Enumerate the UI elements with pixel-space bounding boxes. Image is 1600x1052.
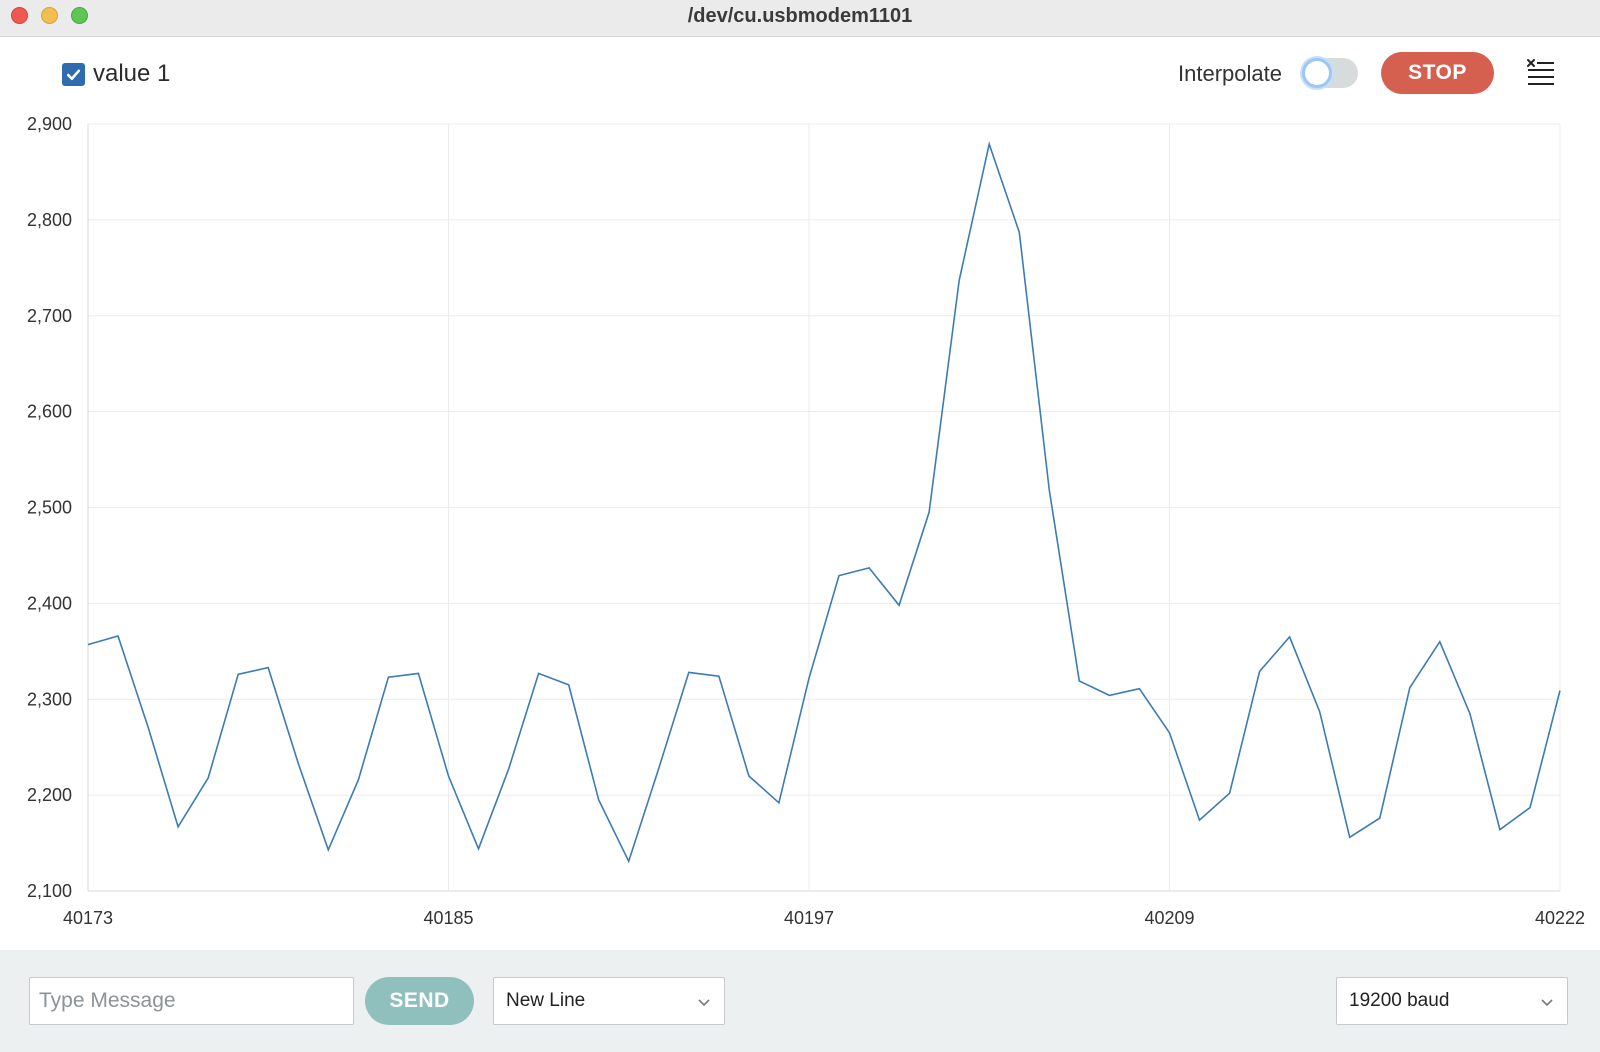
baud-rate-value: 19200 baud <box>1349 990 1450 1011</box>
chevron-down-icon <box>1541 999 1553 1007</box>
interpolate-label: Interpolate <box>1178 61 1282 86</box>
toggle-knob <box>1302 58 1332 88</box>
y-tick-label: 2,900 <box>27 114 72 134</box>
x-tick-label: 40222 <box>1535 908 1585 928</box>
send-button[interactable]: SEND <box>365 977 474 1025</box>
baud-rate-select[interactable]: 19200 baud <box>1336 977 1568 1025</box>
minimize-window-button[interactable] <box>41 7 58 24</box>
y-tick-label: 2,300 <box>27 689 72 709</box>
series-line-value-1 <box>87 141 1561 864</box>
y-tick-label: 2,400 <box>27 593 72 613</box>
y-tick-label: 2,700 <box>27 306 72 326</box>
clear-list-icon[interactable] <box>1526 58 1556 88</box>
y-tick-label: 2,100 <box>27 881 72 901</box>
series-layer <box>87 141 1561 864</box>
line-chart: 2,900 2,800 2,700 2,600 2,500 2,400 2,300 2,200… <box>27 114 1585 928</box>
y-tick-label: 2,500 <box>27 498 72 518</box>
x-axis-ticks: 40173 40185 40197 40209 40222 <box>63 908 1585 928</box>
series-toggle-value-1[interactable]: value 1 <box>62 60 170 88</box>
series-label: value 1 <box>93 60 171 87</box>
message-input[interactable] <box>29 977 354 1025</box>
close-window-button[interactable] <box>11 7 28 24</box>
y-tick-label: 2,800 <box>27 210 72 230</box>
window-title: /dev/cu.usbmodem1101 <box>687 5 913 27</box>
series-checkbox[interactable] <box>62 62 85 86</box>
y-axis-ticks: 2,900 2,800 2,700 2,600 2,500 2,400 2,300 2,200… <box>27 114 72 901</box>
maximize-window-button[interactable] <box>71 7 88 24</box>
x-tick-label: 40185 <box>423 908 473 928</box>
title-bar: /dev/cu.usbmodem1101 <box>0 0 1600 37</box>
chevron-down-icon <box>698 999 710 1007</box>
line-ending-select[interactable]: New Line <box>493 977 725 1025</box>
x-tick-label: 40209 <box>1144 908 1194 928</box>
x-tick-label: 40173 <box>63 908 113 928</box>
line-ending-value: New Line <box>506 990 586 1011</box>
interpolate-toggle[interactable] <box>1302 58 1358 88</box>
bottom-bar: SEND New Line 19200 baud <box>0 950 1600 1052</box>
stop-button[interactable]: STOP <box>1381 52 1494 94</box>
y-tick-label: 2,200 <box>27 785 72 805</box>
y-tick-label: 2,600 <box>27 402 72 422</box>
x-tick-label: 40197 <box>784 908 834 928</box>
chart-grid <box>87 123 1561 892</box>
checkmark-icon <box>66 69 81 80</box>
